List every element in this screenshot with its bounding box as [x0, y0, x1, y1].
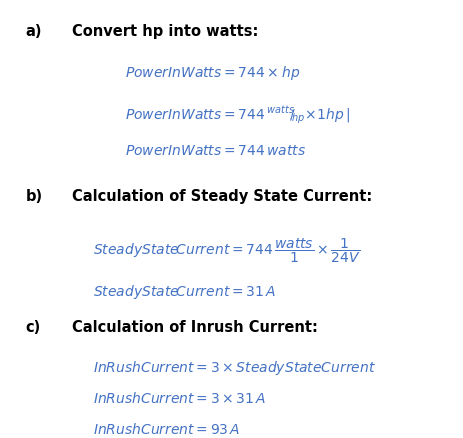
Text: $\mathit{SteadyState\!Current} = 744\,\dfrac{\mathit{watts}}{1} \times \dfrac{1}: $\mathit{SteadyState\!Current} = 744\,\d… — [93, 236, 361, 264]
Text: Calculation of Steady State Current:: Calculation of Steady State Current: — [72, 188, 372, 203]
Text: Convert hp into watts:: Convert hp into watts: — [72, 24, 258, 39]
Text: b): b) — [25, 188, 43, 203]
Text: $\mathit{PowerInWatts} = 744\,\mathit{watts}$: $\mathit{PowerInWatts} = 744\,\mathit{wa… — [125, 144, 306, 158]
Text: $\mathit{SteadyState\!Current} = 31\,\mathit{A}$: $\mathit{SteadyState\!Current} = 31\,\ma… — [93, 283, 275, 300]
Text: $\mathit{PowerInWatts} = 744 \times \mathit{hp}$: $\mathit{PowerInWatts} = 744 \times \mat… — [125, 64, 300, 81]
Text: a): a) — [25, 24, 42, 39]
Text: $\mathit{InRushCurrent} = 93\,\mathit{A}$: $\mathit{InRushCurrent} = 93\,\mathit{A}… — [93, 421, 240, 436]
Text: c): c) — [25, 320, 41, 335]
Text: $\mathit{InRushCurrent} = 3 \times 31\,\mathit{A}$: $\mathit{InRushCurrent} = 3 \times 31\,\… — [93, 390, 266, 405]
Text: $\mathit{InRushCurrent} = 3 \times \mathit{SteadyStateCurrent}$: $\mathit{InRushCurrent} = 3 \times \math… — [93, 358, 375, 376]
Text: Calculation of Inrush Current:: Calculation of Inrush Current: — [72, 320, 318, 335]
Text: $\mathit{PowerInWatts} = 744\,{}^{\mathit{watts}}\!\!/\!{}_{\mathit{hp}}\!\times: $\mathit{PowerInWatts} = 744\,{}^{\mathi… — [125, 104, 350, 126]
